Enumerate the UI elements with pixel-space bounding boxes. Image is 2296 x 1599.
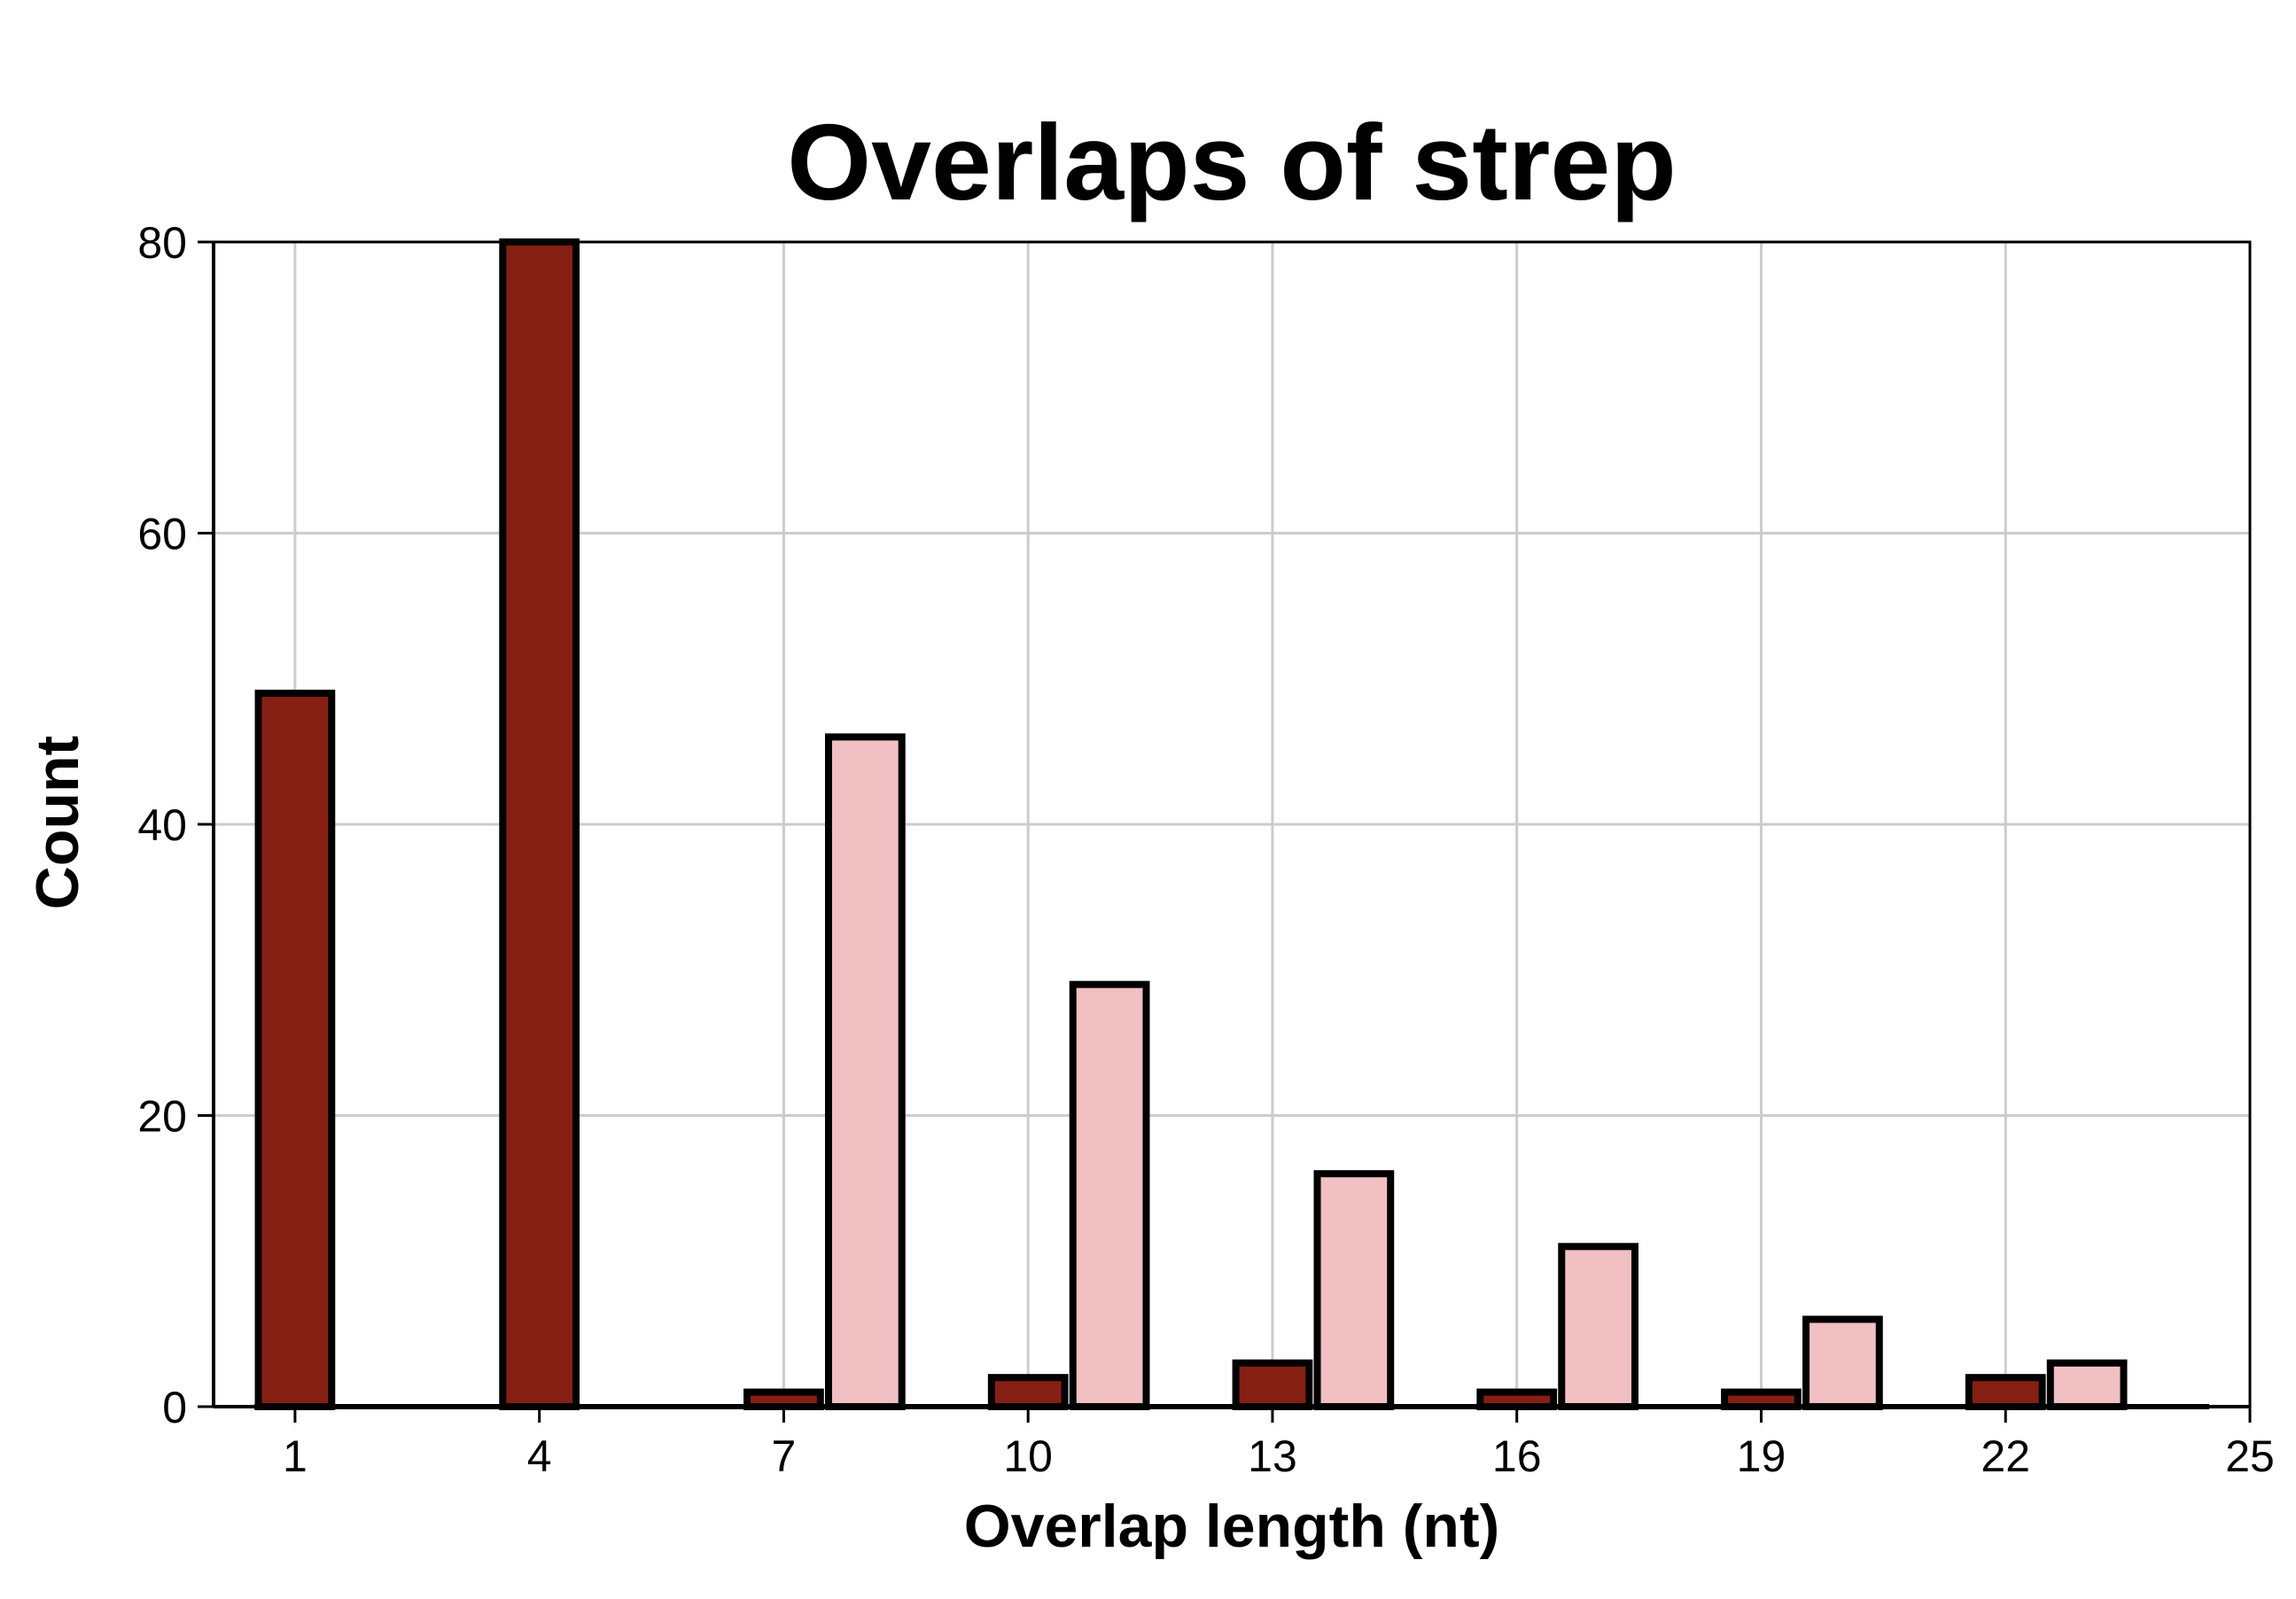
bar-series-2-x-23 [2046,1359,2128,1410]
bar-series-1-x-1 [254,690,336,1410]
bar-series-1-x-13 [1232,1359,1313,1410]
y-tick-label: 60 [137,510,187,559]
y-tick-label: 20 [137,1092,187,1142]
bar-layer [253,238,2210,1411]
bar-series-2-x-14 [1313,1170,1395,1410]
bar-series-1-x-10 [987,1374,1069,1411]
y-axis-label: Count [24,736,91,909]
y-tick-label: 0 [162,1383,187,1432]
x-tick-label: 1 [283,1431,307,1481]
x-tick-label: 19 [1737,1431,1786,1481]
bar-series-2-x-20 [1802,1315,1883,1410]
bar-series-2-x-8 [824,733,906,1410]
y-tick-label: 80 [137,218,187,268]
x-tick-label: 13 [1248,1431,1297,1481]
chart-title: Overlaps of strep [787,102,1676,222]
x-tick-label: 16 [1492,1431,1542,1481]
x-tick-label: 10 [1003,1431,1053,1481]
x-tick-label: 4 [527,1431,552,1481]
bar-series-2-x-17 [1558,1243,1639,1410]
bar-series-1-x-22 [1965,1374,2046,1411]
x-tick-label: 7 [772,1431,797,1481]
x-tick-label: 25 [2225,1431,2275,1481]
x-tick-label: 22 [1981,1431,2030,1481]
y-tick-label: 40 [137,800,187,850]
x-axis-label: Overlap length (nt) [964,1493,1499,1560]
axis-layer: 0 20 40 60 80 1 4 7 10 13 16 19 22 25 [137,218,2274,1481]
bar-series-2-x-11 [1069,980,1150,1411]
bar-series-1-x-4 [499,238,580,1410]
